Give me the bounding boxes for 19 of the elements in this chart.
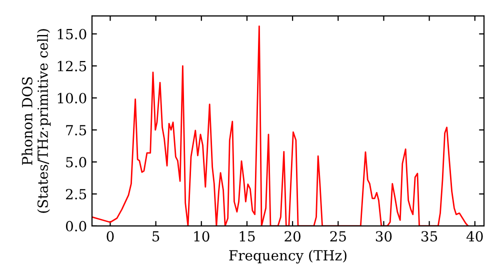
- x-tick-label: 15: [240, 231, 255, 242]
- x-tick-label: 25: [330, 231, 346, 242]
- y-tick-label: 7.5: [66, 125, 86, 136]
- x-tick-label: 5: [152, 231, 160, 242]
- x-tick-label: 10: [194, 231, 210, 242]
- y-tick-label: 12.5: [58, 60, 86, 72]
- x-tick-label: 35: [422, 231, 438, 242]
- x-tick-label: 20: [284, 231, 300, 242]
- x-tick-label: 30: [376, 231, 392, 242]
- x-axis-title: Frequency (THz): [229, 250, 346, 264]
- x-tick-label: 0: [106, 231, 114, 242]
- y-tick-label: 15.0: [58, 28, 86, 40]
- y-tick-label: 0.0: [66, 220, 86, 232]
- x-tick-label: 40: [466, 231, 483, 242]
- y-tick-label: 5.0: [66, 156, 86, 168]
- line-series: [92, 26, 469, 226]
- y-tick-label: 2.5: [66, 188, 86, 200]
- y-axis-title: Phonon DOS (States/THz·primitive cell): [22, 29, 51, 213]
- y-tick-label: 10.0: [58, 92, 86, 104]
